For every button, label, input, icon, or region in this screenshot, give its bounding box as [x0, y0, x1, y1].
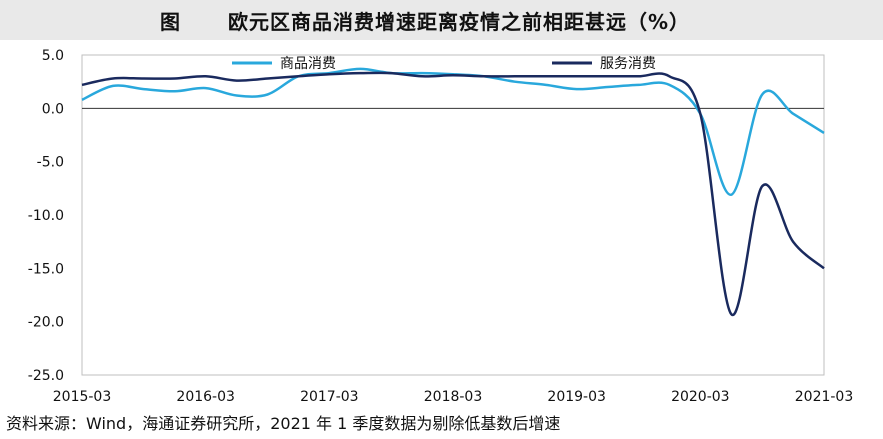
chart-area: 5.0 0.0 -5.0 -10.0 -15.0 -20.0 -25.0 2015-03 201… [0, 40, 883, 405]
y-tick-label: -20.0 [28, 315, 64, 331]
y-tick-label: -25.0 [28, 368, 64, 384]
x-tick-label: 2016-03 [176, 389, 235, 405]
chart-title: 欧元区商品消费增速距离疫情之前相距甚远（%） [228, 10, 691, 34]
y-tick-label: 0.0 [42, 101, 64, 117]
title-band: 图 欧元区商品消费增速距离疫情之前相距甚远（%） [0, 0, 883, 40]
x-tick-label: 2015-03 [53, 389, 112, 405]
y-tick-label: 5.0 [42, 48, 64, 64]
y-tick-label: -10.0 [28, 208, 64, 224]
x-tick-label: 2019-03 [547, 389, 606, 405]
source-note: 资料来源：Wind，海通证券研究所，2021 年 1 季度数据为剔除低基数后增速 [6, 414, 561, 433]
x-tick-label: 2018-03 [424, 389, 483, 405]
legend-item-goods-label: 商品消费 [280, 56, 336, 72]
line-chart: 5.0 0.0 -5.0 -10.0 -15.0 -20.0 -25.0 2015-03 201… [28, 48, 854, 405]
x-tick-label: 2017-03 [300, 389, 359, 405]
series-line-goods [81, 67, 825, 196]
legend-item-services-label: 服务消费 [600, 56, 656, 72]
x-tick-label: 2020-03 [671, 389, 730, 405]
y-tick-label: -5.0 [37, 155, 64, 171]
series-line-services [81, 71, 825, 316]
y-tick-label: -15.0 [28, 261, 64, 277]
plot-border [81, 54, 825, 376]
x-tick-label: 2021-03 [795, 389, 854, 405]
figure-label: 图 [160, 10, 180, 34]
